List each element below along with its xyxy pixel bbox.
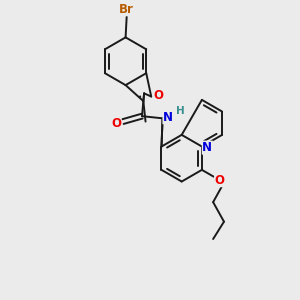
Text: N: N (163, 111, 173, 124)
Text: O: O (215, 174, 225, 187)
Text: N: N (202, 141, 212, 154)
Text: H: H (176, 106, 184, 116)
Text: O: O (111, 117, 121, 130)
Text: Br: Br (119, 3, 134, 16)
Text: O: O (153, 89, 163, 102)
